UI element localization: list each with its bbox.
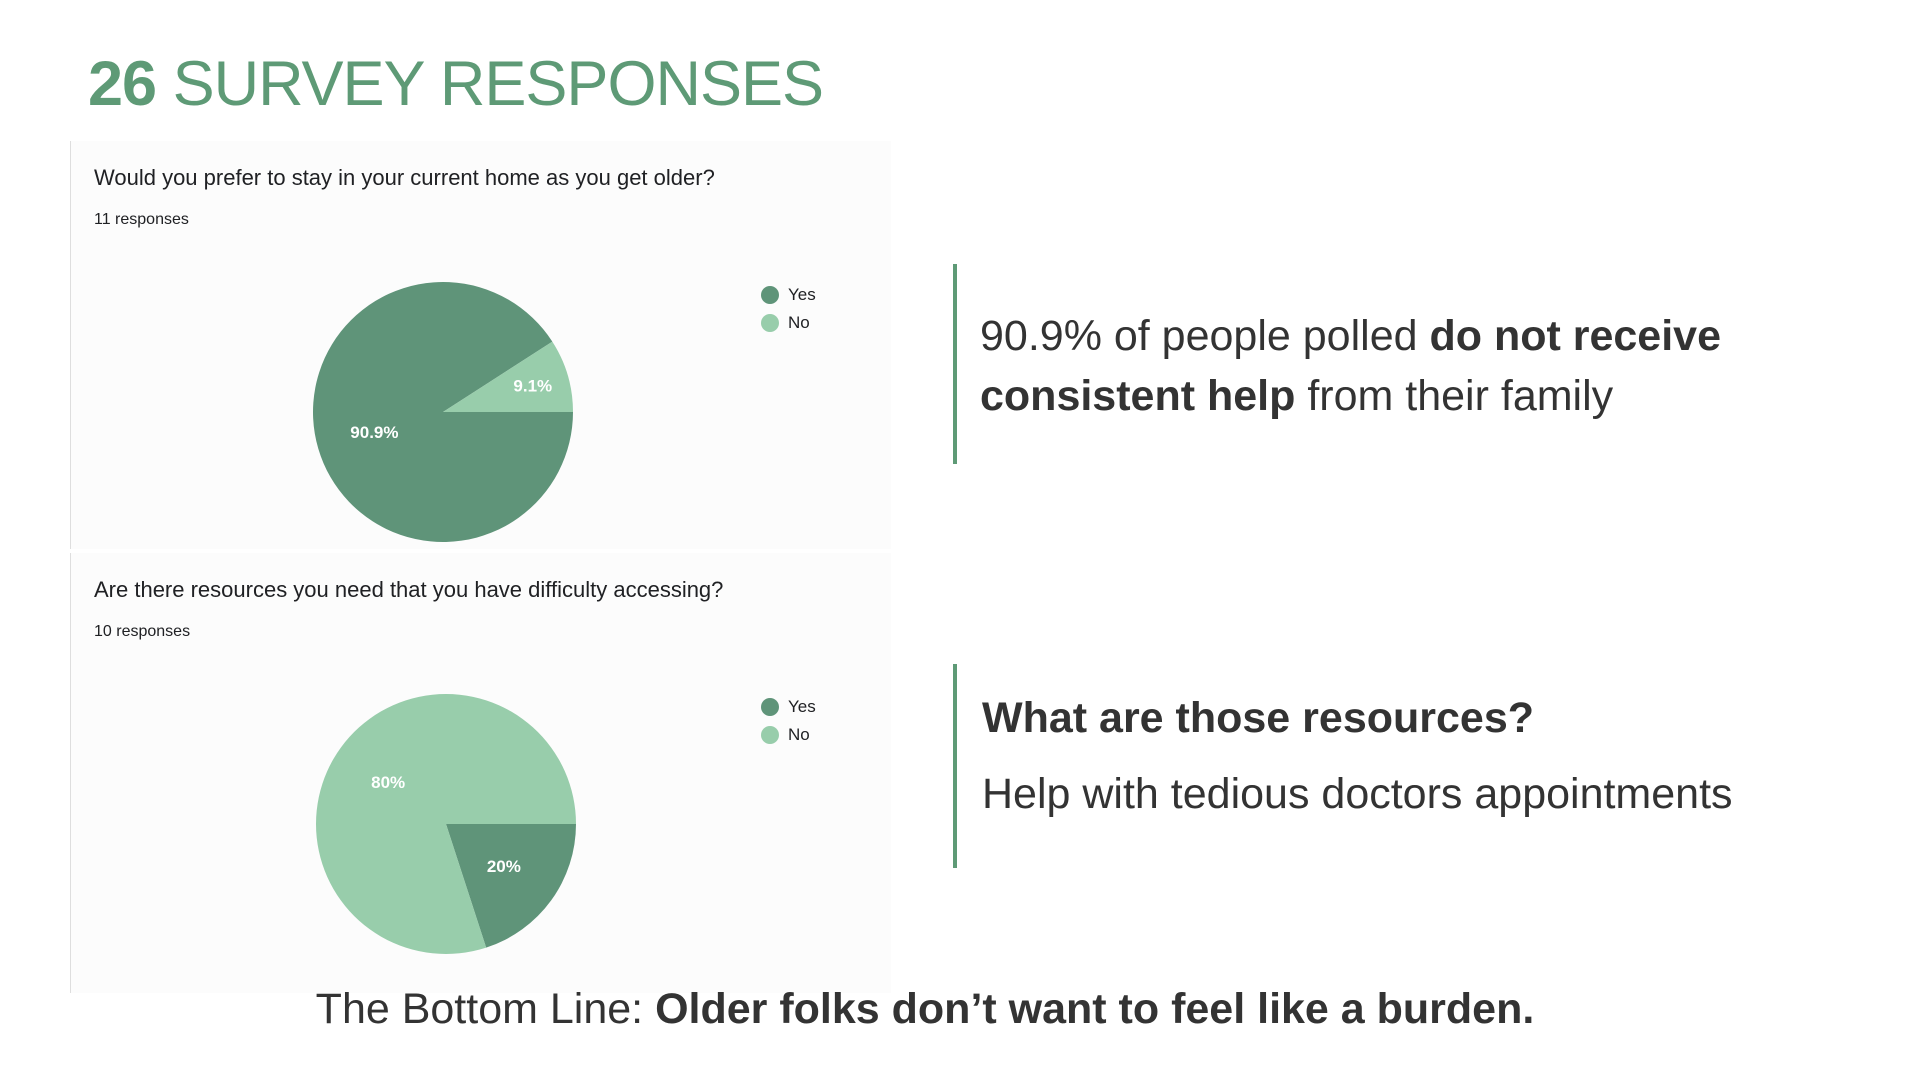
legend-item-yes: Yes <box>761 281 816 309</box>
pie-slice-no <box>443 341 573 412</box>
chart-panel-resources: Are there resources you need that you ha… <box>70 553 891 993</box>
insight-family-help: 90.9% of people polled do not receive co… <box>953 264 1721 464</box>
insight-text-bold: do not receive consistent help <box>980 312 1721 420</box>
legend-item-no: No <box>761 721 816 749</box>
response-count: 11 responses <box>94 211 189 228</box>
legend-label-yes: Yes <box>788 285 816 304</box>
insight-text-pre: 90.9% of people polled <box>980 312 1430 360</box>
chart-legend: Yes No <box>761 693 816 749</box>
legend-swatch-yes <box>761 286 779 304</box>
response-count: 10 responses <box>94 623 191 640</box>
bottom-line-text: Older folks don’t want to feel like a bu… <box>655 985 1535 1033</box>
legend-swatch-no <box>761 726 779 744</box>
legend-item-no: No <box>761 309 816 337</box>
slice-label-no: 9.1% <box>513 377 552 396</box>
question-title: Would you prefer to stay in your current… <box>94 165 715 190</box>
pie-slice-yes <box>446 824 576 948</box>
response-count-number: 26 <box>88 49 157 119</box>
legend-item-yes: Yes <box>761 693 816 721</box>
chart-panel-stay-home: Would you prefer to stay in your current… <box>70 141 891 549</box>
insight-text-post: from their family <box>1295 372 1614 420</box>
title-text: SURVEY RESPONSES <box>172 49 824 119</box>
insight-text: 90.9% of people polled do not receive co… <box>980 306 1760 426</box>
legend-label-no: No <box>788 313 810 332</box>
bottom-line: The Bottom Line: Older folks don’t want … <box>0 985 1850 1034</box>
chart-legend: Yes No <box>761 281 816 337</box>
legend-label-yes: Yes <box>788 697 816 716</box>
insight-subtext: Help with tedious doctors appointments <box>982 770 1733 818</box>
slice-label-yes: 90.9% <box>350 423 398 442</box>
question-title: Are there resources you need that you ha… <box>94 577 724 602</box>
insight-heading: What are those resources? <box>982 694 1535 742</box>
slide-title: 26 SURVEY RESPONSES <box>88 48 824 120</box>
legend-label-no: No <box>788 725 810 744</box>
pie-slice-no <box>316 694 576 955</box>
legend-swatch-yes <box>761 698 779 716</box>
pie-chart: 20% 80% <box>316 694 576 955</box>
insight-resources: What are those resources? Help with tedi… <box>953 664 1733 868</box>
pie-chart: 90.9% 9.1% <box>313 282 573 542</box>
legend-swatch-no <box>761 314 779 332</box>
slice-label-no: 80% <box>371 773 405 792</box>
bottom-line-label: The Bottom Line: <box>315 985 656 1033</box>
slice-label-yes: 20% <box>487 857 521 876</box>
